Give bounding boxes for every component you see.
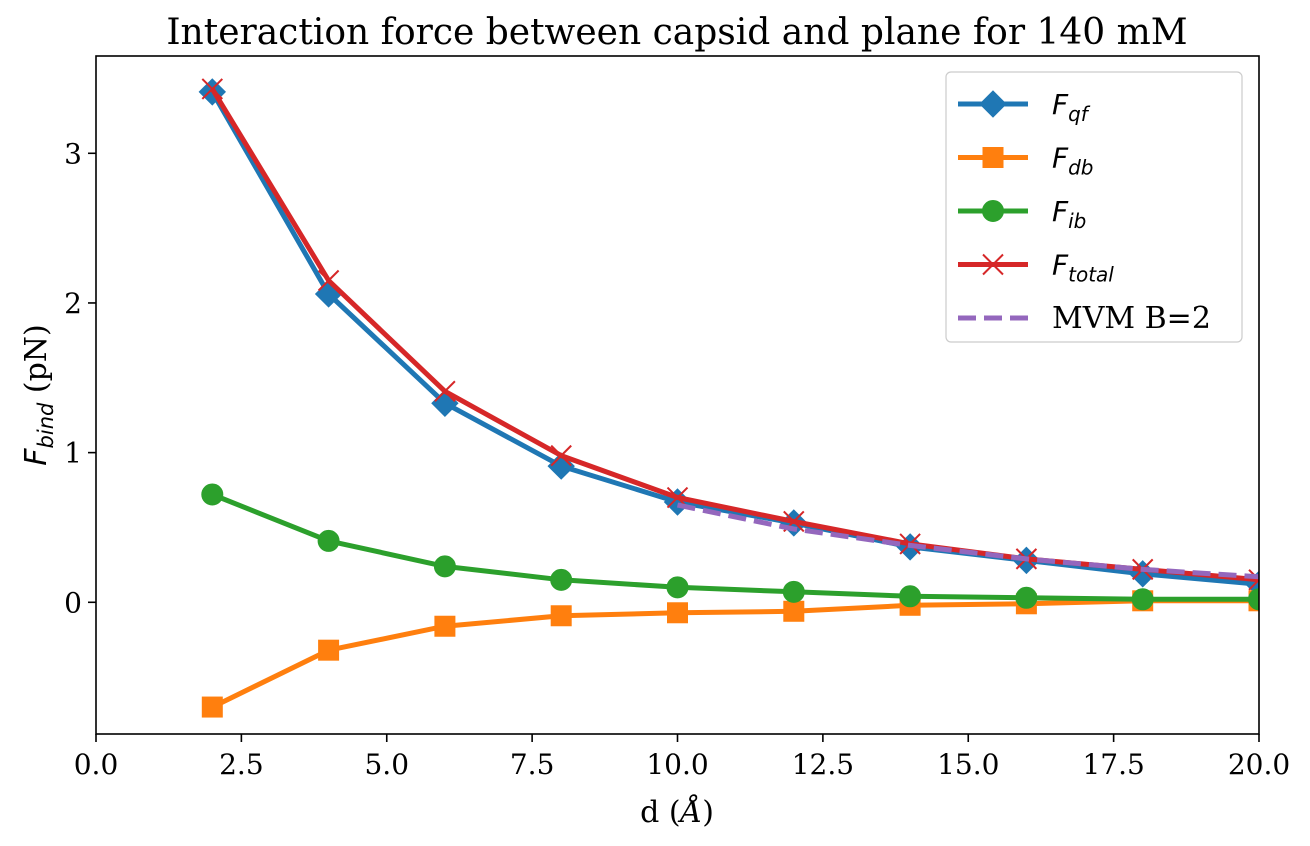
x-tick-label: 0.0 — [74, 748, 119, 781]
data-point-ib — [782, 580, 805, 603]
legend-label-symbol: F — [1052, 88, 1069, 121]
x-tick-label: 20.0 — [1228, 748, 1290, 781]
legend-label-ib: Fib — [1052, 195, 1086, 233]
series-line-ib — [211, 492, 1259, 602]
plot-area — [198, 78, 1259, 718]
legend-label-subscript: qf — [1068, 102, 1091, 126]
legend-label-qf: Fqf — [1052, 88, 1091, 126]
data-point-db — [318, 639, 340, 661]
series-mvm — [676, 502, 1259, 580]
x-axis: 0.0 2.5 5.0 7.5 10.0 12.5 15.0 17.5 20.0 — [74, 734, 1290, 781]
data-point-total — [317, 269, 340, 292]
x-tick-label: 7.5 — [510, 748, 555, 781]
data-point-db — [550, 605, 572, 627]
legend-label-total: Ftotal — [1052, 249, 1114, 287]
y-tick-label: 1 — [64, 437, 82, 470]
data-point-total — [434, 380, 456, 402]
series-line-qf — [210, 90, 1259, 587]
x-tick-label: 5.0 — [364, 748, 409, 781]
legend-marker-ib — [982, 200, 1004, 222]
data-point-db — [667, 602, 688, 624]
legend-label-symbol: F — [1052, 142, 1069, 175]
y-tick-label: 0 — [64, 586, 82, 619]
legend-item-mvm: MVM B=2 — [958, 301, 1211, 336]
y-axis-label-subscript: bind — [34, 402, 58, 448]
series-total — [201, 78, 1259, 591]
x-axis-label-main: d ( — [640, 795, 680, 830]
legend-box — [945, 71, 1243, 343]
y-axis: 0 1 2 3 — [64, 137, 96, 619]
legend-label-db: Fdb — [1052, 142, 1094, 180]
data-point-ib — [550, 568, 573, 591]
series-line-total — [210, 87, 1259, 583]
data-point-ib — [899, 585, 922, 608]
x-axis-label: d (Å) — [640, 794, 714, 830]
legend-label-mvm: MVM B=2 — [1052, 301, 1211, 336]
legend-label-subscript: ib — [1068, 209, 1086, 233]
x-tick-label: 12.5 — [792, 748, 854, 781]
x-axis-label-symbol: Å — [678, 794, 703, 830]
legend-item-total: Ftotal — [958, 249, 1114, 287]
data-point-qf — [1128, 560, 1157, 588]
data-point-total — [201, 78, 224, 100]
data-point-ib — [433, 555, 456, 578]
data-point-ib — [201, 483, 224, 506]
legend-item-db: Fdb — [958, 142, 1094, 180]
data-point-ib — [666, 576, 689, 599]
x-tick-label: 15.0 — [937, 748, 999, 781]
series-line-db — [211, 598, 1259, 710]
y-axis-label-symbol: F — [19, 448, 54, 466]
data-point-ib — [317, 529, 340, 552]
series-db — [201, 590, 1259, 718]
data-point-db — [201, 696, 223, 718]
legend-label-symbol: F — [1052, 249, 1069, 282]
x-tick-label: 17.5 — [1082, 748, 1144, 781]
y-tick-label: 3 — [64, 137, 82, 170]
legend-label-symbol: F — [1052, 195, 1069, 228]
chart-title: Interaction force between capsid and pla… — [166, 12, 1187, 53]
y-tick-label: 2 — [64, 287, 82, 320]
y-axis-label-unit: (pN) — [19, 324, 54, 402]
legend-marker-total — [982, 253, 1004, 276]
data-point-ib — [1248, 588, 1259, 611]
legend-item-qf: Fqf — [958, 88, 1091, 126]
y-axis-label: Fbind (pN) — [19, 324, 58, 465]
data-point-ib — [1131, 588, 1154, 611]
series-ib — [201, 483, 1259, 611]
series-line-mvm — [676, 502, 1259, 580]
x-tick-label: 2.5 — [219, 748, 264, 781]
legend-item-ib: Fib — [958, 195, 1086, 233]
x-axis-label-close: ) — [702, 795, 714, 830]
data-point-total — [550, 444, 572, 467]
legend-label-subscript: db — [1068, 156, 1093, 180]
data-point-db — [783, 600, 805, 622]
data-point-total — [1248, 569, 1259, 591]
x-tick-label: 10.0 — [646, 748, 708, 781]
legend-marker-qf — [979, 90, 1007, 118]
legend-marker-db — [982, 147, 1004, 168]
legend-label-subscript: total — [1068, 263, 1114, 287]
data-point-db — [434, 615, 456, 637]
data-point-ib — [1015, 586, 1038, 609]
